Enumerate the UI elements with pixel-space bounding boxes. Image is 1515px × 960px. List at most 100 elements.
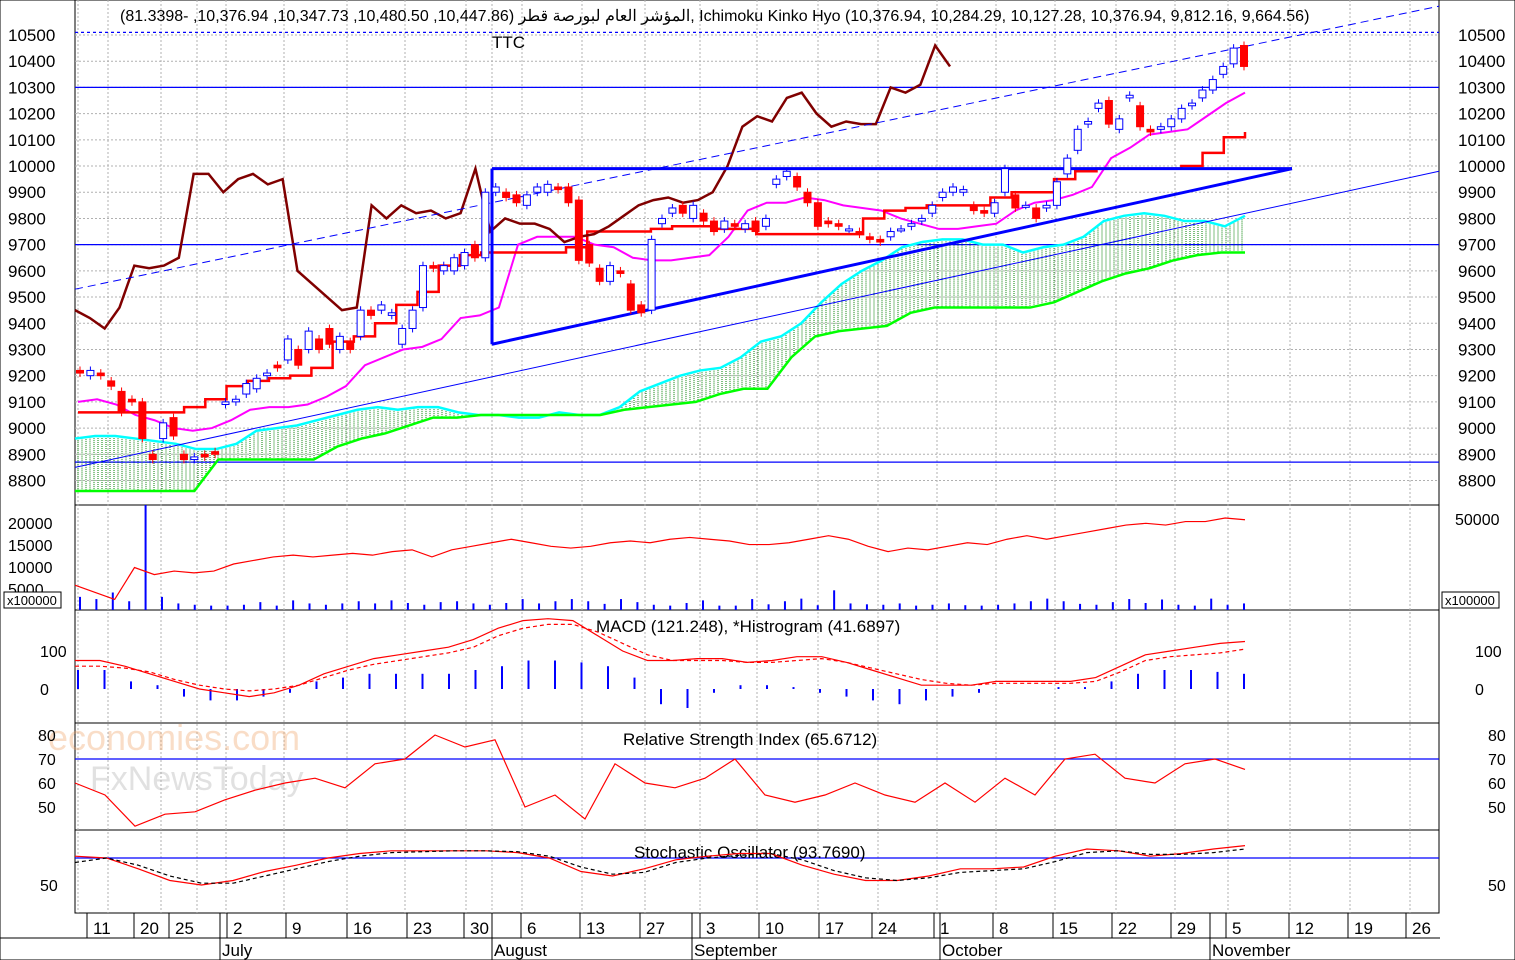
candle-body (678, 204, 687, 214)
rsi-tick-right-label: 80 (1488, 728, 1506, 745)
y-tick-left-label: 9800 (8, 209, 46, 228)
x-day-label: 17 (825, 919, 844, 938)
rsi-tick-right-label: 70 (1488, 752, 1506, 769)
x-day-label: 23 (413, 919, 432, 938)
candle-body (865, 236, 874, 240)
macd-panel: 100 100 0 0 MACD (121.248), *Histrogram (41.… (40, 617, 1502, 708)
candle-body (117, 390, 126, 413)
stochastic-panel: 50 50 Stochastic Oscillator (93.7690) (40, 843, 1506, 895)
candle-body (127, 398, 136, 403)
candle-body (294, 348, 303, 366)
volume-multiplier-box-right (1441, 591, 1500, 609)
candle-body (949, 186, 957, 193)
candle-body (876, 238, 885, 243)
candle-body (761, 217, 770, 227)
y-tick-left-label: 9600 (8, 262, 46, 281)
candle-body (522, 194, 531, 206)
y-tick-right-label: 9200 (1458, 367, 1496, 386)
volume-tick-left-label: 20000 (8, 516, 53, 533)
volume-tick-left-label: 15000 (8, 538, 53, 555)
candle-body (855, 231, 864, 235)
channel-lower-line (74, 170, 1440, 468)
candle-body (1073, 128, 1082, 151)
macd-tick-left-label: 0 (40, 682, 49, 699)
candle-body (637, 304, 646, 314)
x-day-label: 26 (1412, 919, 1431, 938)
candle-body (283, 338, 292, 361)
candle-body (980, 210, 989, 214)
y-tick-left-label: 8800 (8, 472, 46, 491)
senkou-span-b-line (75, 251, 1245, 493)
y-tick-right-label: 10000 (1458, 157, 1505, 176)
rsi-label: Relative Strength Index (65.6712) (623, 730, 877, 749)
candle-body (1177, 107, 1186, 120)
senkou-span-a-line (74, 211, 1246, 451)
candle-body (346, 341, 355, 350)
candle-body (169, 417, 178, 437)
x-day-label: 19 (1354, 919, 1373, 938)
volume-multiplier-box-left (3, 591, 62, 609)
candle-body (564, 186, 573, 204)
candle-body (367, 309, 375, 316)
channel-upper-line (74, 5, 1440, 290)
candle-body (1146, 128, 1155, 133)
y-tick-left-label: 10500 (8, 26, 55, 45)
rsi-tick-left-label: 60 (38, 776, 56, 793)
candle-body (658, 217, 666, 225)
candle-body (543, 183, 552, 193)
candle-body (1104, 100, 1113, 125)
x-day-label: 11 (93, 919, 111, 938)
stoch-d-line (74, 848, 1246, 884)
y-tick-right-label: 8900 (1458, 445, 1496, 464)
y-tick-left-label: 9100 (8, 393, 46, 412)
candle-body (1240, 44, 1248, 67)
candle-body (273, 364, 282, 369)
candle-body (720, 220, 729, 230)
candle-body (1167, 118, 1176, 128)
candle-body (86, 369, 95, 377)
candle-body (730, 223, 739, 227)
candle-body (491, 186, 500, 193)
x-day-label: 3 (706, 919, 715, 938)
chikou-span-line (74, 42, 952, 331)
y-tick-left-label: 9900 (8, 183, 46, 202)
volume-multiplier-right: x100000 (1445, 593, 1495, 608)
candle-body (242, 383, 251, 395)
candle-body (824, 220, 833, 225)
y-tick-left-label: 9700 (8, 236, 46, 255)
y-tick-left-label: 9200 (8, 367, 46, 386)
x-day-label: 29 (1177, 919, 1196, 938)
candle-body (616, 270, 625, 274)
rsi-tick-right-label: 60 (1488, 776, 1506, 793)
rsi-tick-left-label: 70 (38, 752, 56, 769)
x-day-label: 1 (940, 919, 949, 938)
candle-body (211, 451, 220, 455)
triangle-bottom-line (491, 167, 1293, 346)
candle-body (450, 257, 459, 272)
candle-body (335, 335, 344, 350)
stoch-tick-left-label: 50 (40, 878, 58, 895)
y-tick-right-label: 10100 (1458, 131, 1505, 150)
macd-tick-right-label: 0 (1475, 682, 1484, 699)
candle-body (917, 217, 926, 222)
macd-label: MACD (121.248), *Histrogram (41.6897) (596, 617, 900, 636)
y-tick-left-label: 10000 (8, 157, 55, 176)
candle-body (1032, 207, 1041, 219)
rsi-tick-left-label: 50 (38, 800, 56, 817)
candle-body (512, 194, 521, 204)
volume-average-line (74, 517, 1246, 601)
candle-body (709, 220, 718, 233)
candle-body (595, 267, 604, 282)
y-tick-left-label: 10400 (8, 52, 55, 71)
y-tick-right-label: 9900 (1458, 183, 1496, 202)
candle-body (689, 204, 698, 219)
y-tick-right-label: 9700 (1458, 236, 1496, 255)
candle-body (1011, 194, 1020, 209)
x-day-label: 2 (233, 919, 242, 938)
candle-body (1208, 79, 1217, 91)
watermark-economies: economies.com (48, 717, 300, 758)
x-day-label: 30 (470, 919, 489, 938)
x-day-label: 13 (586, 919, 605, 938)
x-day-label: 5 (1232, 919, 1241, 938)
